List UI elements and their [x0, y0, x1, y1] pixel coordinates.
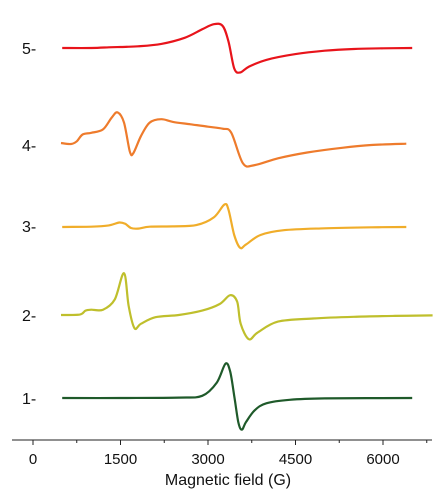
trace-label-5: 5-	[22, 41, 36, 58]
x-tick-label: 3000	[191, 451, 224, 468]
trace-labels: 5- 4- 3- 2- 1-	[22, 41, 36, 408]
spectrum-line-3	[62, 203, 407, 250]
x-tick-label: 0	[29, 451, 37, 468]
spectra-traces	[60, 22, 433, 431]
x-axis-title: Magnetic field (G)	[165, 472, 291, 489]
x-tick-label: 6000	[366, 451, 399, 468]
x-tick-label: 1500	[104, 451, 137, 468]
trace-label-2: 2-	[22, 308, 36, 325]
spectrum-line-2	[60, 272, 433, 341]
trace-label-3: 3-	[22, 219, 36, 236]
x-tick-label: 4500	[279, 451, 312, 468]
spectrum-line-4	[60, 111, 407, 168]
trace-label-1: 1-	[22, 391, 36, 408]
spectrum-line-5	[62, 22, 413, 74]
spectrum-line-1	[62, 362, 413, 431]
trace-label-4: 4-	[22, 138, 36, 155]
x-axis-ticks: 0 1500 3000 4500 6000	[29, 440, 428, 468]
